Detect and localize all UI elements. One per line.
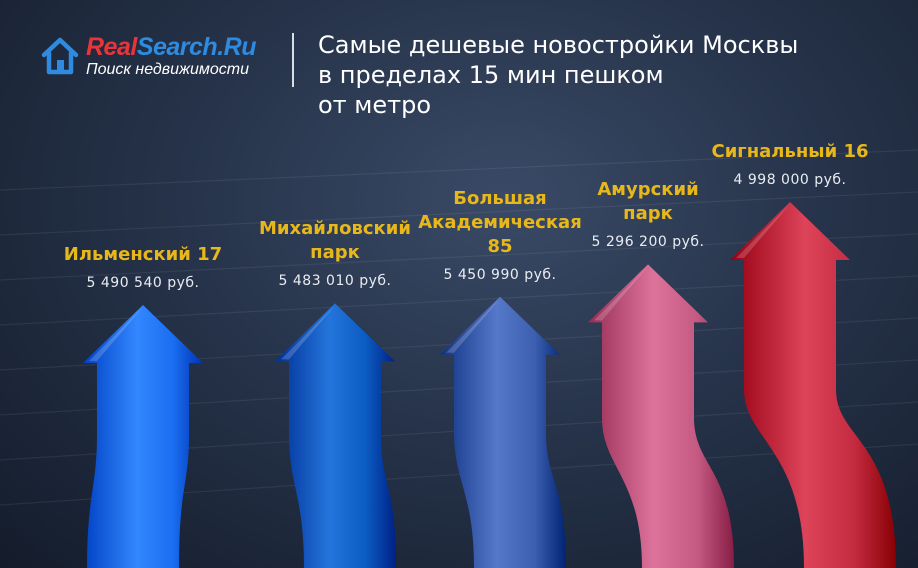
category-label-line: Сигнальный 16 [711, 141, 869, 162]
category-label: Михайловский парк [225, 217, 445, 265]
category-label: Амурский парк [538, 178, 758, 226]
background-line [0, 191, 918, 236]
value-label: 4 998 000 руб. [733, 172, 847, 188]
header-divider [292, 33, 294, 87]
category-label: Большая Академическая 85 [390, 187, 610, 259]
value-label: 5 483 010 руб. [278, 273, 392, 290]
category-label-line: Михайловский [259, 218, 411, 240]
title-line: Самые дешевые новостройки Москвы [318, 31, 799, 59]
house-icon [41, 37, 79, 75]
background-line [0, 149, 918, 191]
value-label: 5 296 200 руб. [591, 234, 705, 251]
category-label: Сигнальный 16 [680, 140, 900, 164]
category-label-line: 85 [487, 235, 513, 257]
category-label-line: парк [310, 242, 360, 264]
chart-title: Самые дешевые новостройки Москвы в преде… [318, 30, 878, 120]
logo-tagline: Поиск недвижимости [86, 61, 250, 78]
arrow-bar [440, 296, 566, 568]
category-label-line: Амурский [597, 179, 699, 201]
realsearch-logo[interactable]: RealSearch.Ru Поиск недвижимости [40, 33, 280, 83]
category-label-line: Ильменский 17 [63, 244, 223, 265]
value-label: 5 450 990 руб. [443, 266, 557, 283]
arrow-bar [275, 303, 396, 568]
arrow-highlight [446, 298, 500, 353]
arrow-bar [83, 305, 203, 568]
title-line: в пределах 15 мин пешком [318, 61, 664, 89]
arrow-highlight [89, 307, 143, 361]
logo-name: RealSearch.Ru [86, 33, 256, 62]
category-label-line: Большая [453, 187, 547, 209]
arrow-highlight [281, 305, 335, 360]
arrow-bars [83, 202, 896, 568]
value-label: 5 490 540 руб. [86, 275, 200, 291]
arrow-bar [588, 264, 734, 568]
category-label-line: парк [623, 203, 673, 225]
arrow-highlight [594, 266, 648, 321]
category-label-line: Академическая [418, 211, 582, 233]
logo-name-part1: Real [86, 33, 137, 61]
arrow-bar [730, 202, 896, 568]
category-label: Ильменский 17 [33, 243, 253, 267]
arrow-highlight [736, 204, 790, 258]
title-line: от метро [318, 91, 432, 119]
logo-name-part2: Search.Ru [136, 33, 257, 61]
